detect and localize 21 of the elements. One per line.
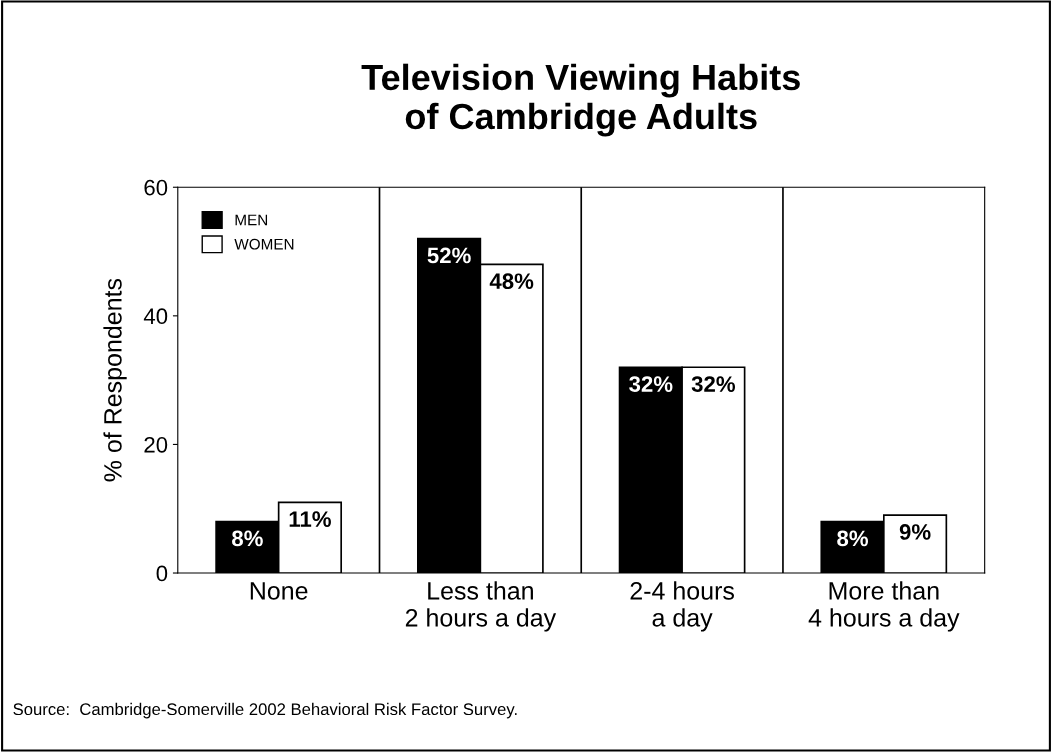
chart-title: Television Viewing Habits of Cambridge Adults <box>361 63 800 137</box>
legend-label: MEN <box>235 214 268 226</box>
data-label: 8% <box>232 530 263 547</box>
y-tick-label: 60 <box>144 179 168 196</box>
data-label: 11% <box>289 511 331 527</box>
y-tick-label: 20 <box>144 436 168 453</box>
y-tick-label: 0 <box>156 565 168 582</box>
data-label: 52% <box>427 247 471 264</box>
source-note: Source: Cambridge-Somerville 2002 Behavioral Risk Factor Survey. <box>13 702 517 719</box>
y-axis-title: % of Respondents <box>103 278 127 482</box>
x-tick-label: 2-4 hours a day <box>630 581 734 632</box>
y-tick-label: 40 <box>143 308 168 325</box>
data-label: 8% <box>837 530 869 547</box>
x-tick-label: Less than 2 hours a day <box>405 581 557 632</box>
data-label: 32% <box>691 376 736 392</box>
x-tick-label: More than 4 hours a day <box>808 581 960 632</box>
data-label: 32% <box>629 376 673 392</box>
x-tick-label: None <box>250 582 308 600</box>
data-label: 48% <box>489 273 534 290</box>
legend-label: WOMEN <box>234 238 294 250</box>
data-label: 9% <box>899 524 931 540</box>
